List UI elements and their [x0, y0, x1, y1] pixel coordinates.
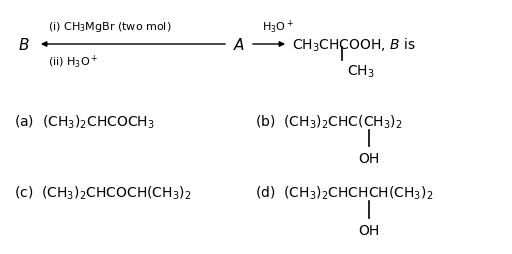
- Text: (c)  (CH$_3$)$_2$CHCOCH(CH$_3$)$_2$: (c) (CH$_3$)$_2$CHCOCH(CH$_3$)$_2$: [14, 184, 191, 201]
- Text: $B$: $B$: [18, 37, 30, 53]
- Text: H$_3$O$^+$: H$_3$O$^+$: [262, 18, 294, 35]
- Text: CH$_3$CHCOOH, $B$ is: CH$_3$CHCOOH, $B$ is: [292, 36, 416, 54]
- Text: (i) CH$_3$MgBr (two mol): (i) CH$_3$MgBr (two mol): [48, 20, 172, 34]
- Text: $A$: $A$: [233, 37, 245, 53]
- Text: CH$_3$: CH$_3$: [347, 64, 375, 80]
- Text: (a)  (CH$_3$)$_2$CHCOCH$_3$: (a) (CH$_3$)$_2$CHCOCH$_3$: [14, 113, 155, 130]
- Text: OH: OH: [358, 151, 379, 165]
- Text: (d)  (CH$_3$)$_2$CHCHCH(CH$_3$)$_2$: (d) (CH$_3$)$_2$CHCHCH(CH$_3$)$_2$: [255, 184, 433, 201]
- Text: (b)  (CH$_3$)$_2$CHC(CH$_3$)$_2$: (b) (CH$_3$)$_2$CHC(CH$_3$)$_2$: [255, 113, 402, 130]
- Text: (ii) H$_3$O$^+$: (ii) H$_3$O$^+$: [48, 53, 98, 70]
- Text: OH: OH: [358, 223, 379, 237]
